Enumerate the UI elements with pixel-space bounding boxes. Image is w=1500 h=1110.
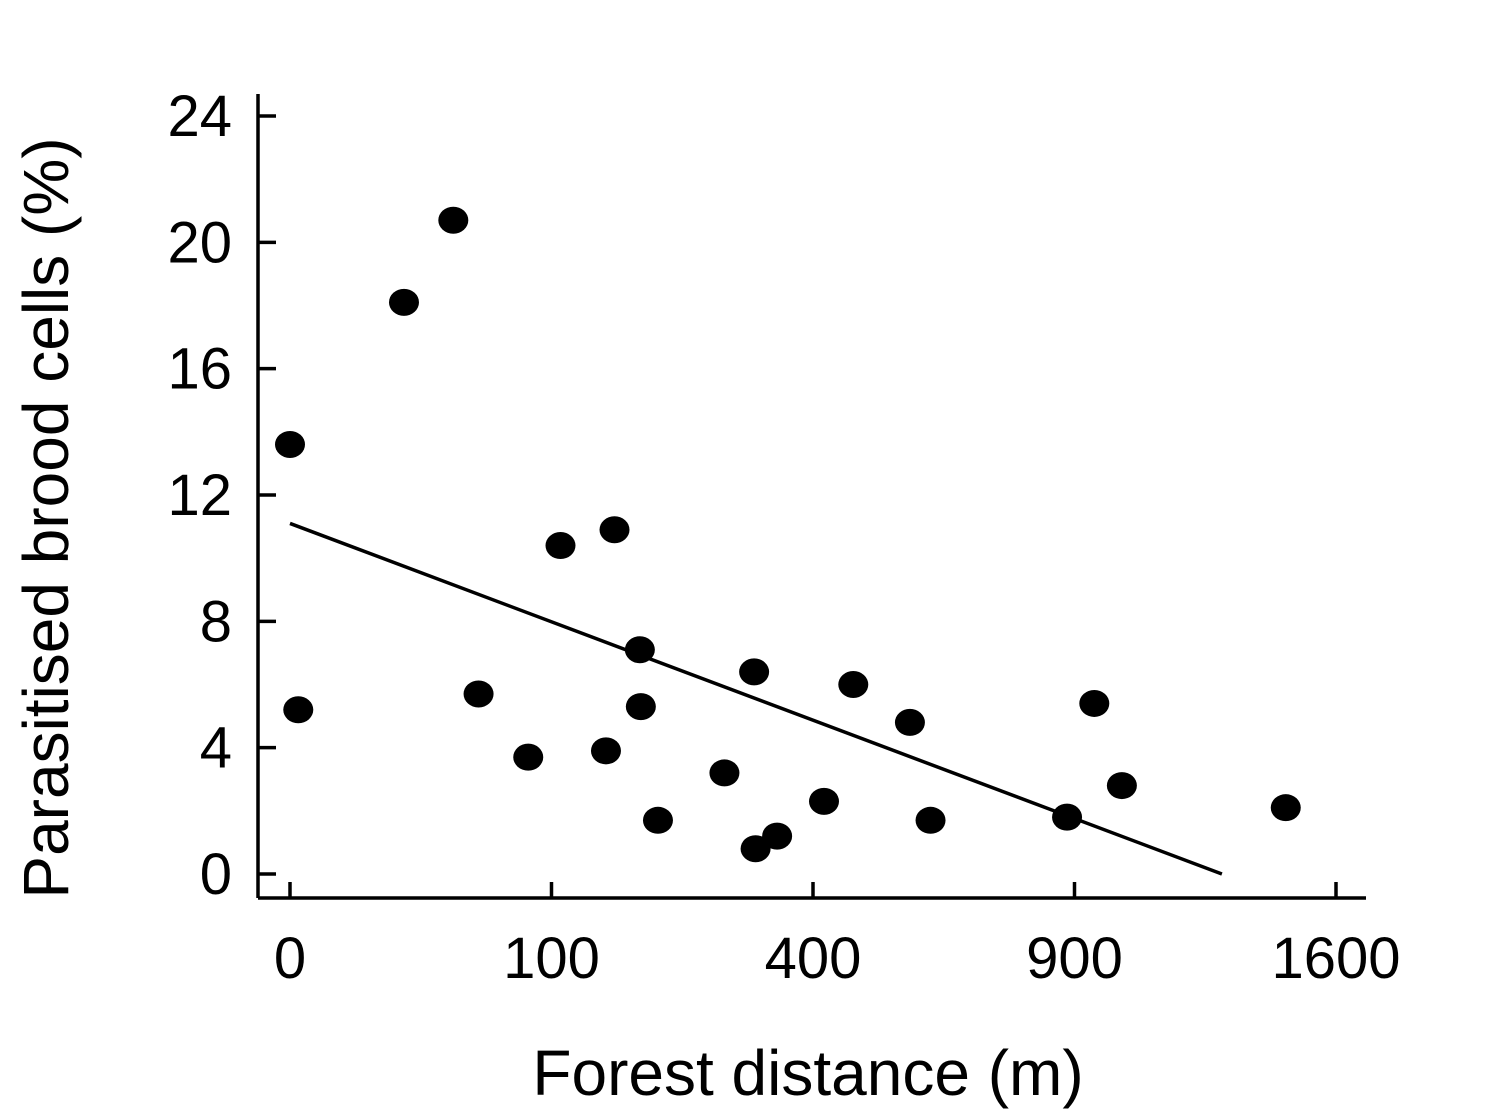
data-point bbox=[545, 532, 576, 560]
x-axis-ticks: 0 100 400 900 1600 bbox=[274, 882, 1401, 991]
data-point bbox=[739, 658, 770, 686]
x-tick-label: 900 bbox=[1026, 926, 1123, 991]
x-tick-label: 1600 bbox=[1271, 926, 1400, 991]
y-axis-ticks: 0 4 8 12 16 20 24 bbox=[167, 84, 276, 907]
data-point bbox=[1106, 772, 1137, 800]
data-point bbox=[808, 787, 839, 815]
data-point bbox=[625, 693, 656, 721]
data-point bbox=[438, 206, 469, 234]
data-point bbox=[624, 636, 655, 664]
x-tick-label: 400 bbox=[765, 926, 862, 991]
data-point bbox=[283, 696, 314, 724]
data-point bbox=[275, 430, 305, 458]
data-point bbox=[915, 806, 946, 834]
data-point bbox=[463, 680, 494, 708]
y-tick-label: 24 bbox=[167, 84, 232, 149]
data-point bbox=[709, 759, 740, 787]
axes bbox=[256, 94, 1366, 900]
data-point bbox=[388, 288, 419, 316]
x-tick-label: 0 bbox=[274, 926, 306, 991]
y-tick-label: 8 bbox=[200, 589, 232, 654]
data-points bbox=[275, 206, 1301, 863]
data-point bbox=[1270, 794, 1301, 822]
y-tick-label: 16 bbox=[167, 337, 232, 402]
data-point bbox=[1079, 689, 1110, 717]
data-point bbox=[740, 835, 771, 863]
y-tick-label: 12 bbox=[167, 463, 232, 528]
y-tick-label: 0 bbox=[200, 842, 232, 907]
data-point bbox=[599, 516, 630, 544]
y-axis-label: Parasitised brood cells (%) bbox=[10, 137, 82, 898]
data-point bbox=[762, 822, 793, 850]
x-axis-label: Forest distance (m) bbox=[532, 1037, 1083, 1109]
data-point bbox=[1052, 803, 1083, 831]
data-point bbox=[838, 671, 869, 698]
data-point bbox=[513, 743, 544, 771]
x-tick-label: 100 bbox=[503, 926, 600, 991]
data-point bbox=[642, 806, 673, 834]
y-tick-label: 20 bbox=[167, 210, 232, 275]
y-tick-label: 4 bbox=[200, 716, 232, 781]
data-point bbox=[894, 708, 925, 736]
data-point bbox=[590, 737, 621, 765]
